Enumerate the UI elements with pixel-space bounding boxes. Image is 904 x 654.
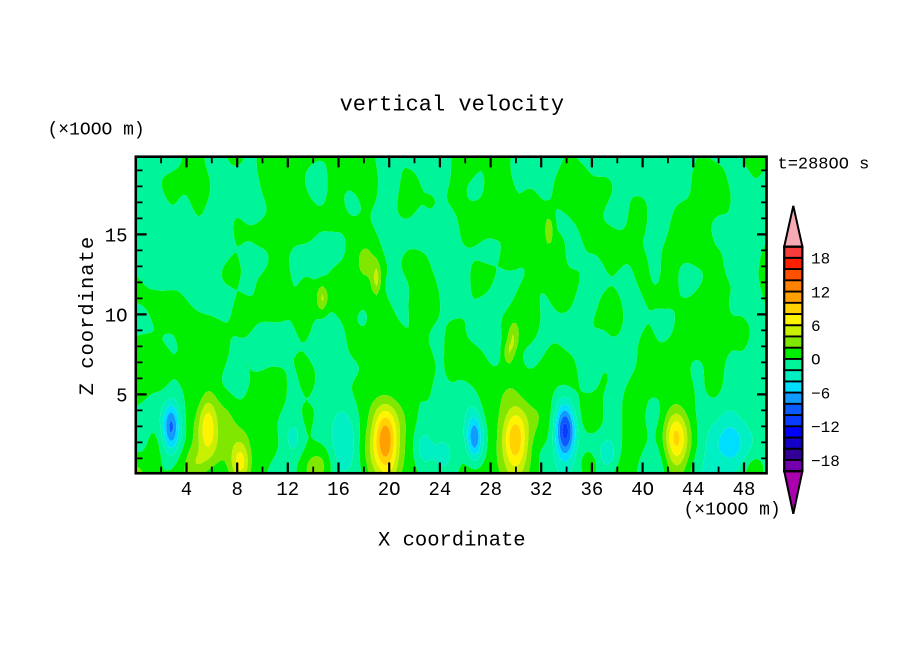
svg-text:28: 28 — [479, 479, 502, 501]
svg-text:12: 12 — [276, 479, 299, 501]
svg-text:5: 5 — [116, 385, 127, 407]
svg-text:32: 32 — [530, 479, 553, 501]
svg-text:−12: −12 — [811, 419, 840, 437]
svg-text:X coordinate: X coordinate — [378, 530, 526, 553]
svg-text:1O: 1O — [105, 305, 128, 327]
svg-text:12: 12 — [811, 284, 830, 302]
svg-text:4: 4 — [181, 479, 192, 501]
svg-text:48: 48 — [733, 479, 756, 501]
svg-text:8: 8 — [231, 479, 242, 501]
svg-text:−18: −18 — [811, 453, 840, 471]
svg-text:−6: −6 — [811, 385, 830, 403]
svg-text:6: 6 — [811, 318, 821, 336]
svg-text:O: O — [811, 352, 821, 370]
svg-text:16: 16 — [327, 479, 350, 501]
svg-text:36: 36 — [580, 479, 603, 501]
svg-text:44: 44 — [682, 479, 705, 501]
svg-text:(×1OOO m): (×1OOO m) — [684, 501, 781, 521]
svg-text:24: 24 — [428, 479, 451, 501]
svg-text:4O: 4O — [631, 479, 654, 501]
svg-text:Z coordinate: Z coordinate — [77, 236, 100, 396]
svg-text:vertical velocity: vertical velocity — [340, 93, 564, 118]
svg-text:t=288OO s: t=288OO s — [778, 156, 870, 175]
svg-text:18: 18 — [811, 251, 830, 269]
svg-text:2O: 2O — [378, 479, 401, 501]
svg-text:15: 15 — [105, 225, 128, 247]
svg-text:(×1OOO m): (×1OOO m) — [48, 121, 145, 141]
